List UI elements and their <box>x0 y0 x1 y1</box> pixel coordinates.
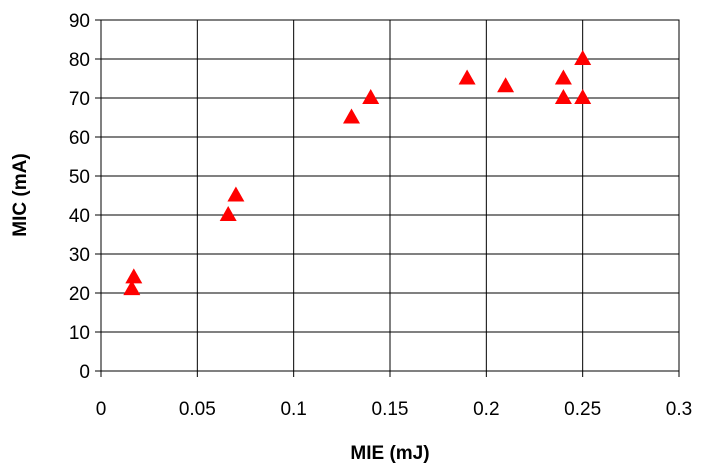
x-axis: 0 0.05 0.1 0.15 0.2 0.25 0.3 <box>96 371 692 420</box>
y-axis: 0 10 20 30 40 50 60 70 80 90 <box>69 11 101 383</box>
y-tick-label: 0 <box>79 362 90 383</box>
y-tick-label: 30 <box>69 245 90 266</box>
x-tick-label: 0.05 <box>179 399 216 420</box>
y-tick-label: 70 <box>69 89 90 110</box>
y-tick-label: 10 <box>69 323 90 344</box>
y-tick-label: 60 <box>69 128 90 149</box>
y-tick-label: 50 <box>69 167 90 188</box>
data-point <box>219 206 237 221</box>
data-point <box>574 89 592 104</box>
data-point <box>497 77 515 93</box>
data-points <box>123 50 592 296</box>
x-axis-title: MIE (mJ) <box>350 443 429 464</box>
x-tick-label: 0.3 <box>666 399 692 420</box>
x-tick-label: 0.1 <box>280 399 306 420</box>
data-point <box>554 89 572 104</box>
x-tick-label: 0.15 <box>372 399 409 420</box>
data-point <box>458 69 476 85</box>
y-axis-title: MIC (mA) <box>10 153 31 236</box>
y-tick-label: 90 <box>69 11 90 32</box>
x-tick-label: 0 <box>96 399 107 420</box>
x-tick-label: 0.25 <box>564 399 601 420</box>
y-tick-label: 80 <box>69 50 90 71</box>
data-point <box>227 186 245 202</box>
data-point <box>125 268 143 284</box>
data-point <box>362 89 380 104</box>
data-point <box>123 280 141 296</box>
data-point <box>574 50 592 65</box>
y-tick-label: 20 <box>69 284 90 305</box>
grid-lines <box>101 20 679 371</box>
x-tick-label: 0.2 <box>473 399 499 420</box>
data-point <box>554 69 572 85</box>
y-tick-label: 40 <box>69 206 90 227</box>
data-point <box>343 108 360 124</box>
